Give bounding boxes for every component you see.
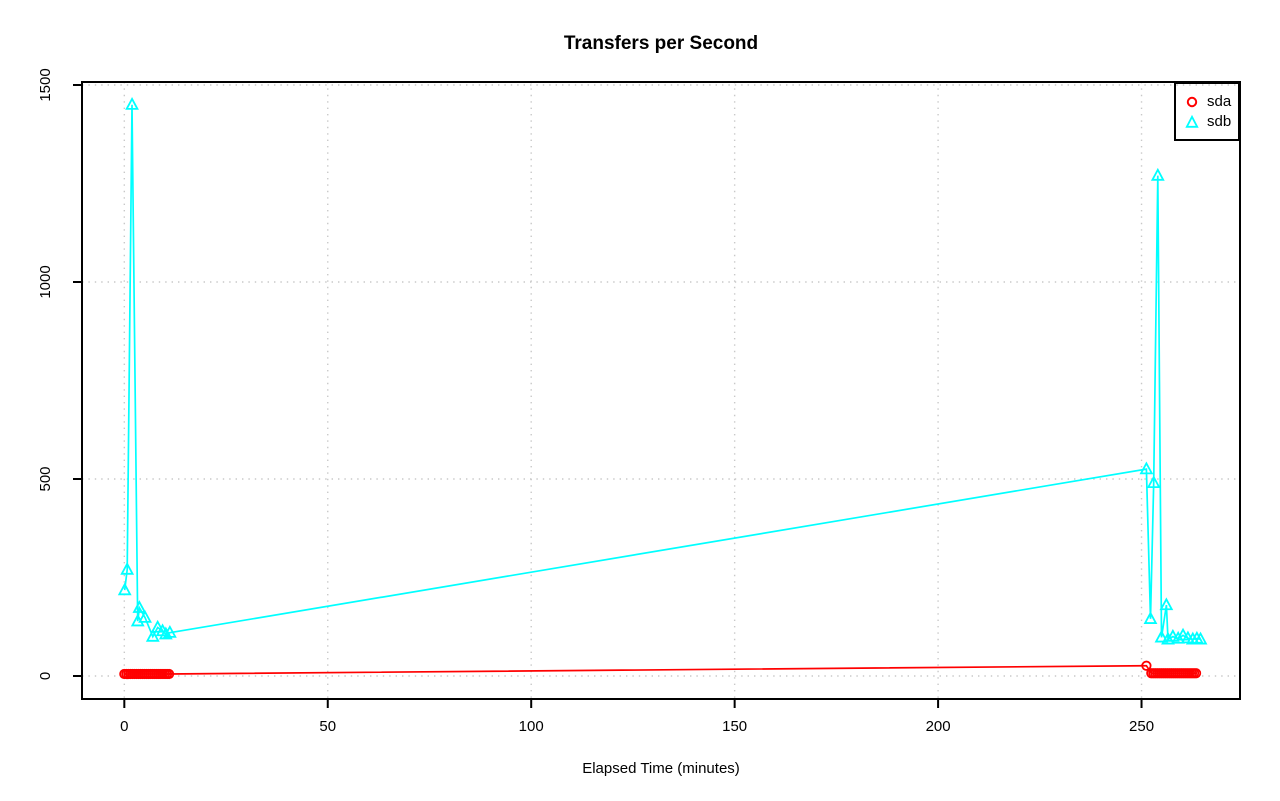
data-point-sda [1141, 660, 1152, 671]
x-tick-label: 0 [120, 718, 128, 735]
data-point-sdb [1171, 630, 1186, 644]
data-point-sdb [125, 97, 139, 110]
data-point-sdb [162, 624, 177, 638]
plot-border [81, 81, 1241, 700]
data-point-sdb [1159, 597, 1174, 611]
legend-triangle-marker-icon [1185, 114, 1199, 128]
data-point-sdb [1150, 167, 1165, 181]
series-line-sda [124, 664, 1197, 675]
data-point-sdb [138, 609, 152, 623]
data-point-sdb [1154, 629, 1169, 643]
legend-item-sda: sda [1185, 92, 1238, 111]
data-point-sdb [120, 561, 135, 575]
x-tick-label: 250 [1129, 718, 1154, 735]
x-tick-label: 200 [926, 718, 951, 735]
data-point-sda [163, 668, 175, 680]
data-point-sdb [132, 600, 147, 613]
data-point-sdb [158, 626, 173, 640]
legend-label-sda: sda [1207, 93, 1232, 110]
legend-box: sda sdb [1174, 82, 1240, 141]
x-tick-label: 100 [519, 718, 544, 735]
data-point-sdb [1139, 461, 1154, 475]
x-tick-label: 50 [319, 718, 336, 735]
data-point-sda [1190, 668, 1202, 679]
y-tick-label: 0 [37, 672, 54, 680]
chart-title: Transfers per Second [563, 33, 759, 54]
y-tick-label: 1000 [37, 265, 54, 298]
y-tick-label: 500 [37, 466, 54, 491]
legend-label-sdb: sdb [1207, 113, 1232, 130]
data-point-sdb [1146, 475, 1161, 489]
data-point-sdb [1193, 631, 1208, 645]
data-point-sdb [145, 628, 160, 642]
data-point-sdb [117, 582, 132, 596]
legend-circle-marker-icon [1186, 96, 1198, 107]
x-tick-label: 150 [722, 718, 747, 735]
data-point-sdb [150, 619, 165, 633]
data-point-sdb [1143, 611, 1158, 624]
legend-item-sdb: sdb [1185, 112, 1238, 131]
series-line-sdb [123, 104, 1201, 641]
data-point-sdb [1161, 631, 1175, 645]
x-axis-label: Elapsed Time (minutes) [582, 760, 740, 777]
y-tick-label: 1500 [37, 68, 54, 101]
